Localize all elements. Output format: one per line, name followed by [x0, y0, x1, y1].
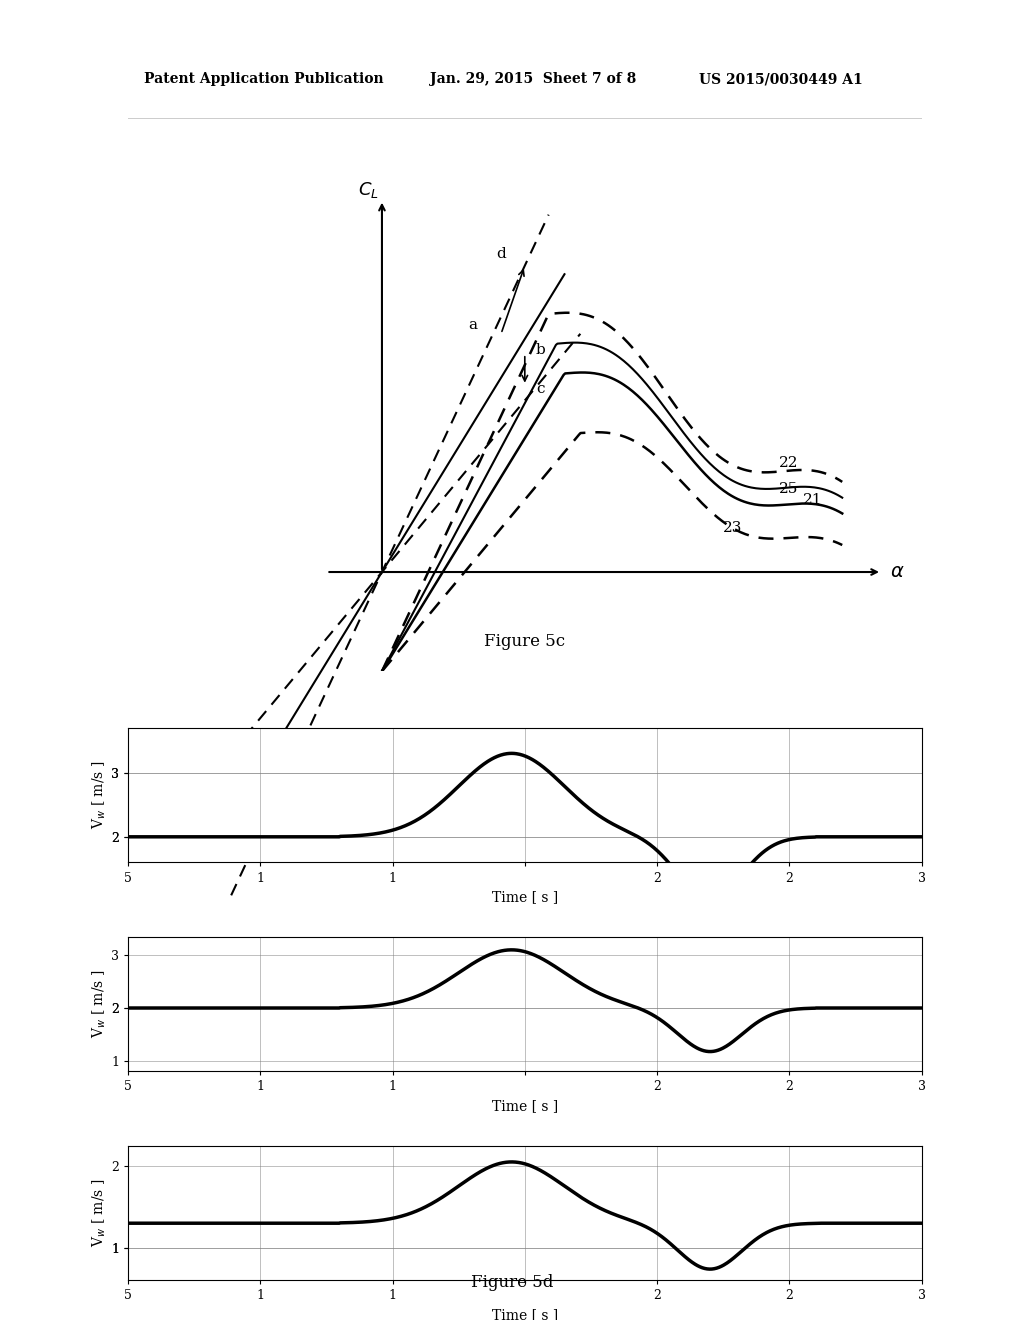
Text: c: c — [537, 381, 545, 396]
Text: 22: 22 — [779, 455, 799, 470]
Y-axis label: V$_w$ [ m/s ]: V$_w$ [ m/s ] — [91, 1179, 109, 1247]
Text: 21: 21 — [803, 492, 822, 507]
Text: d: d — [496, 247, 506, 261]
Text: b: b — [536, 343, 546, 356]
Text: Patent Application Publication: Patent Application Publication — [143, 73, 384, 86]
Text: $\alpha$: $\alpha$ — [890, 564, 904, 581]
Text: Jan. 29, 2015  Sheet 7 of 8: Jan. 29, 2015 Sheet 7 of 8 — [430, 73, 636, 86]
Y-axis label: V$_w$ [ m/s ]: V$_w$ [ m/s ] — [91, 760, 109, 829]
Text: 23: 23 — [723, 521, 742, 536]
Y-axis label: V$_w$ [ m/s ]: V$_w$ [ m/s ] — [91, 970, 109, 1039]
X-axis label: Time [ s ]: Time [ s ] — [492, 890, 558, 904]
X-axis label: Time [ s ]: Time [ s ] — [492, 1308, 558, 1320]
Text: 25: 25 — [779, 482, 798, 496]
X-axis label: Time [ s ]: Time [ s ] — [492, 1100, 558, 1113]
Text: $C_L$: $C_L$ — [358, 180, 379, 199]
Text: US 2015/0030449 A1: US 2015/0030449 A1 — [699, 73, 863, 86]
Text: Figure 5c: Figure 5c — [484, 634, 565, 651]
Text: a: a — [469, 318, 478, 333]
Text: Figure 5d: Figure 5d — [471, 1274, 553, 1291]
